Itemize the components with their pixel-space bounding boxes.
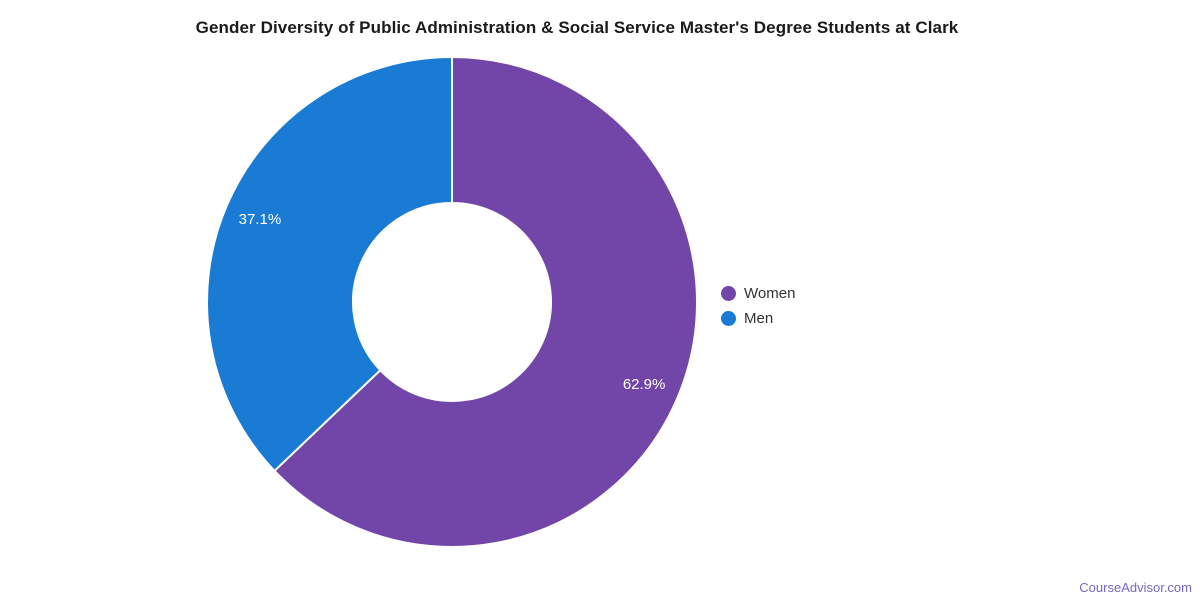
legend: Women Men: [721, 281, 795, 331]
legend-marker-women-icon: [721, 286, 736, 301]
legend-item-women[interactable]: Women: [721, 281, 795, 306]
watermark-link[interactable]: CourseAdvisor.com: [1079, 580, 1192, 595]
pie-slice-men[interactable]: [206, 56, 453, 472]
legend-label-men: Men: [744, 310, 774, 327]
chart-title: Gender Diversity of Public Administratio…: [195, 18, 959, 37]
slice-label-men: 37.1%: [239, 211, 282, 228]
slice-label-women: 62.9%: [623, 376, 666, 393]
legend-label-women: Women: [744, 285, 796, 302]
legend-item-men[interactable]: Men: [721, 306, 795, 331]
pie-slice-women[interactable]: [273, 56, 698, 548]
legend-marker-men-icon: [721, 311, 736, 326]
